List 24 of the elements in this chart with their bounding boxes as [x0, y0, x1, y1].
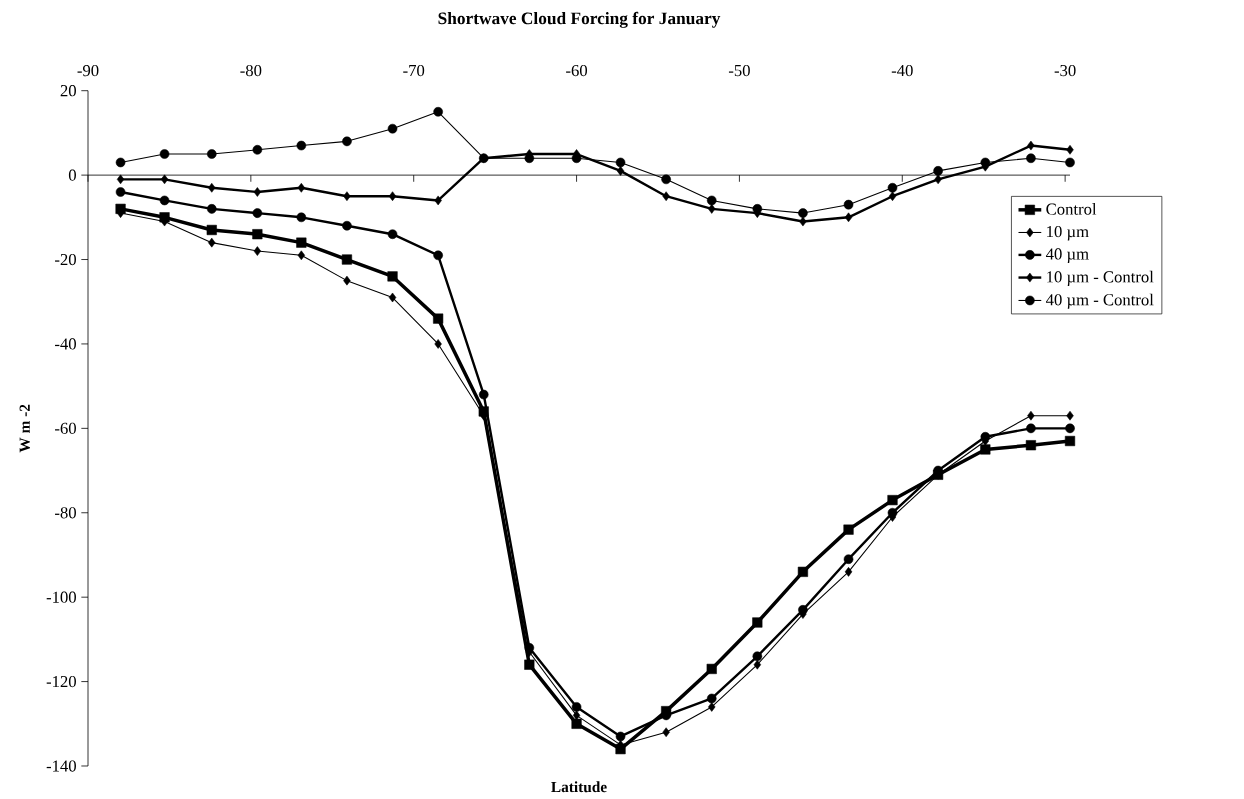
x-tick-label: -80 [240, 64, 262, 77]
x-axis-title: Latitude [551, 781, 607, 793]
legend-label: Control [1046, 203, 1097, 215]
x-tick-label: -90 [77, 64, 99, 77]
y-tick-label: 20 [60, 85, 76, 97]
y-tick-label: -140 [46, 760, 76, 772]
chart-title: Shortwave Cloud Forcing for January [438, 11, 721, 28]
y-tick-label: -40 [55, 338, 76, 350]
x-tick-label: -60 [566, 64, 588, 77]
y-tick-label: -20 [55, 253, 76, 266]
y-tick-label: -80 [55, 507, 76, 519]
y-tick-label: -60 [55, 422, 76, 434]
legend-label: 40 µm - Control [1045, 293, 1154, 309]
legend-label: 10 µm [1047, 225, 1089, 241]
x-tick-label: -50 [728, 64, 750, 77]
legend-label: 40 µm [1045, 248, 1089, 263]
x-tick-label: -30 [1054, 64, 1076, 77]
y-axis-title: W m -2 [19, 404, 30, 453]
x-tick-label: -70 [403, 64, 425, 77]
x-tick-label: -40 [891, 64, 913, 77]
y-tick-label: 0 [68, 169, 76, 181]
y-tick-label: -120 [46, 675, 76, 688]
y-tick-label: -100 [46, 591, 76, 603]
legend-label: 10 µm - Control [1047, 270, 1154, 286]
